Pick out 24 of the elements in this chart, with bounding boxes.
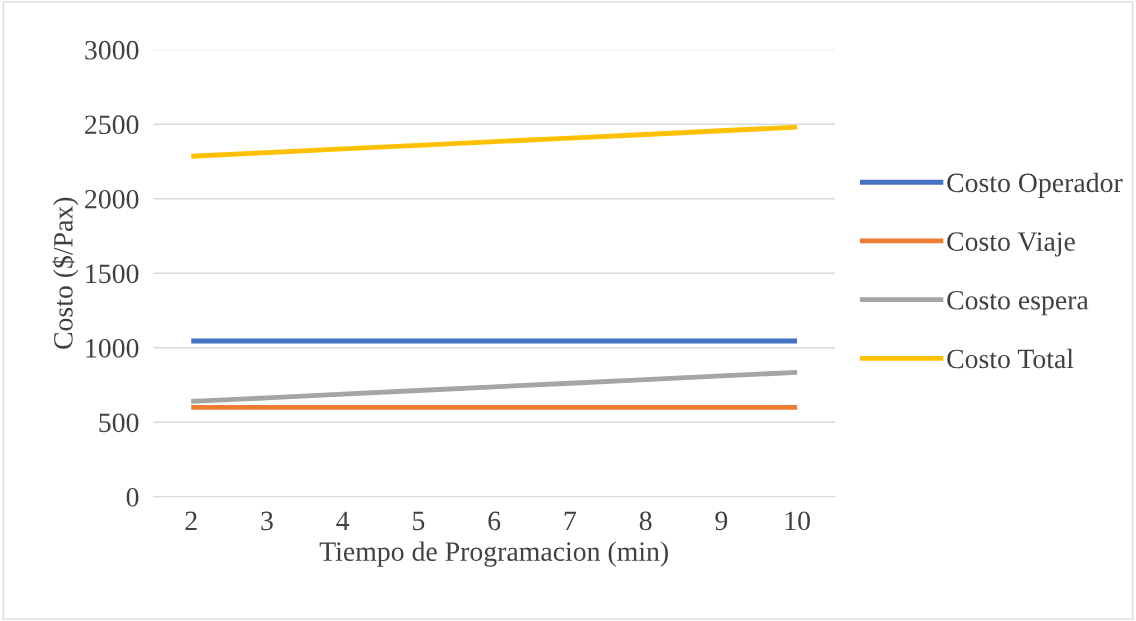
line-series (188, 124, 800, 159)
y-tick-label: 2500 (85, 115, 139, 135)
x-tick-label: 8 (639, 511, 652, 531)
y-tick-label: 1500 (86, 264, 139, 284)
y-tick-label: 3000 (85, 40, 139, 60)
x-axis-title: Tiempo de Programacion (min) (319, 541, 668, 567)
x-tick-label: 9 (715, 511, 728, 531)
x-tick-label: 7 (564, 511, 577, 530)
legend-label: Costo Total (947, 348, 1074, 369)
y-tick-label: 500 (99, 413, 139, 433)
x-tick-label: 4 (336, 511, 350, 530)
legend-label: Costo Operador (947, 172, 1123, 198)
x-tick-label: 2 (185, 511, 197, 530)
legend-label: Costo Viaje (947, 232, 1075, 257)
legend-label: Costo espera (947, 290, 1089, 316)
y-tick-label: 0 (126, 487, 139, 507)
y-tick-label: 2000 (85, 189, 139, 209)
x-tick-label: 3 (261, 511, 273, 531)
x-tick-label: 10 (785, 511, 810, 531)
x-tick-label: 5 (413, 511, 425, 531)
y-tick-label: 1000 (86, 338, 139, 358)
line-series (188, 369, 800, 404)
y-axis-title: Costo ($/Pax) (52, 197, 79, 349)
x-tick-label: 6 (488, 511, 501, 531)
